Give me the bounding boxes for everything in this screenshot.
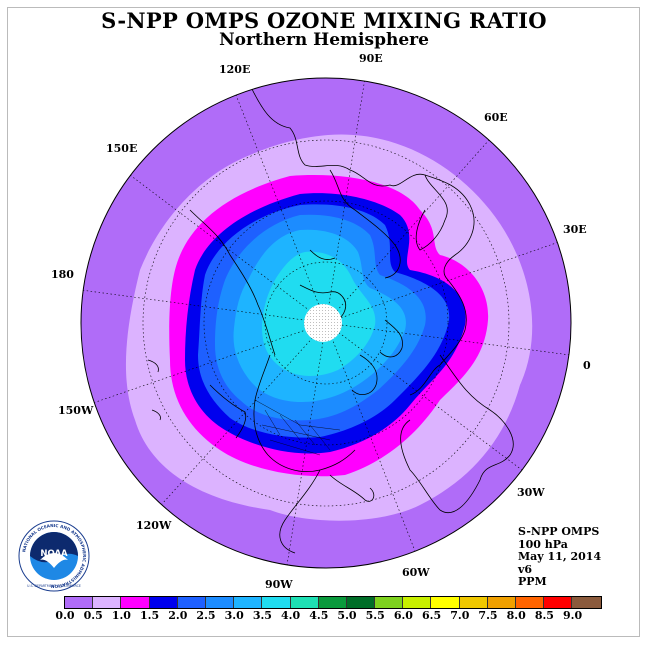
- color-scale-tick-label: 7.0: [450, 609, 470, 622]
- color-scale-segment: [318, 597, 347, 608]
- plot-frame: [7, 7, 640, 637]
- color-scale-tick-label: 0.5: [83, 609, 103, 622]
- coastlines: [147, 84, 514, 554]
- color-scale-tick-label: 5.0: [337, 609, 357, 622]
- color-scale-segment: [516, 597, 545, 608]
- color-scale-tick-label: 4.5: [309, 609, 329, 622]
- color-scale-tick-label: 3.5: [252, 609, 272, 622]
- color-scale-segment: [149, 597, 178, 608]
- color-scale-segment: [290, 597, 319, 608]
- color-scale-segment: [544, 597, 573, 608]
- color-scale-segment: [572, 597, 601, 608]
- color-scale-segment: [403, 597, 432, 608]
- lon-label-150e: 150E: [106, 142, 138, 155]
- color-scale-segment: [459, 597, 488, 608]
- state-borders: [254, 399, 341, 456]
- color-scale-segment: [234, 597, 263, 608]
- color-scale-tick-label: 0.0: [55, 609, 75, 622]
- lon-label-180: 180: [51, 268, 74, 281]
- color-scale-segment: [65, 597, 94, 608]
- color-scale-tick-label: 9.0: [563, 609, 583, 622]
- lon-label-60e: 60E: [484, 111, 508, 124]
- map-boundary: [80, 77, 572, 569]
- color-scale-tick-label: 2.5: [196, 609, 216, 622]
- color-scale-tick-label: 3.0: [224, 609, 244, 622]
- lon-label-90e: 90E: [359, 52, 383, 65]
- color-scale-tick-label: 4.0: [281, 609, 301, 622]
- color-scale-bar: [64, 596, 602, 609]
- lon-label-150w: 150W: [58, 404, 94, 417]
- noaa-logo-acronym: NOAA: [40, 549, 68, 559]
- info-date: May 11, 2014: [518, 550, 602, 563]
- color-scale-tick-label: 6.0: [393, 609, 413, 622]
- color-scale-tick-label: 6.5: [422, 609, 442, 622]
- color-scale-tick-label: 8.5: [534, 609, 554, 622]
- map-title: S-NPP OMPS OZONE MIXING RATIO: [101, 8, 547, 33]
- color-scale-segment: [177, 597, 206, 608]
- product-info: S-NPP OMPS 100 hPa May 11, 2014 v6 PPM: [518, 525, 602, 589]
- color-scale-tick-label: 1.0: [111, 609, 131, 622]
- color-scale-segment: [262, 597, 291, 608]
- color-scale-segment: [93, 597, 122, 608]
- lon-label-0: 0: [583, 359, 591, 372]
- noaa-logo-bottom-text: U.S. DEPARTMENT OF COMMERCE: [27, 584, 81, 588]
- lon-label-60w: 60W: [402, 566, 430, 579]
- lon-label-120w: 120W: [136, 519, 172, 532]
- info-instrument: S-NPP OMPS: [518, 525, 600, 538]
- info-pressure-level: 100 hPa: [518, 537, 568, 551]
- color-scale-tick-label: 8.0: [506, 609, 526, 622]
- color-scale-segment: [121, 597, 150, 608]
- lon-label-90w: 90W: [265, 578, 293, 591]
- info-version: v6: [518, 562, 533, 576]
- graticule: [81, 78, 571, 566]
- info-units: PPM: [518, 575, 547, 588]
- noaa-logo: NATIONAL OCEANIC AND ATMOSPHERIC ADMINIS…: [18, 520, 90, 592]
- map-subtitle: Northern Hemisphere: [219, 30, 429, 50]
- color-scale-segment: [205, 597, 235, 608]
- color-scale-tick-label: 2.0: [168, 609, 188, 622]
- color-scale-tick-label: 7.5: [478, 609, 498, 622]
- polar-no-data: [304, 304, 342, 342]
- color-scale-segment: [431, 597, 460, 608]
- lon-label-30w: 30W: [517, 486, 545, 499]
- color-scale-segment: [346, 597, 376, 608]
- color-scale-segment: [487, 597, 516, 608]
- color-scale-segment: [375, 597, 404, 608]
- lon-label-120e: 120E: [219, 63, 251, 76]
- color-scale-tick-label: 1.5: [140, 609, 160, 622]
- color-scale-tick-label: 5.5: [365, 609, 385, 622]
- lon-label-30e: 30E: [563, 223, 587, 236]
